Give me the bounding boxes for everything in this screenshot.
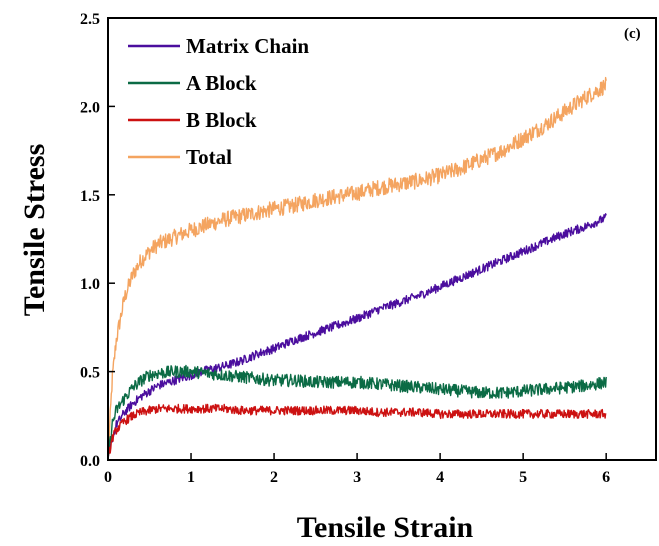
y-tick-label: 0.5 (80, 365, 100, 382)
legend-label: Matrix Chain (186, 34, 309, 58)
series-layer (107, 76, 607, 461)
panel-label: (c) (624, 26, 641, 42)
x-tick-label: 6 (602, 469, 610, 486)
y-tick-label: 2.0 (80, 99, 100, 116)
legend: Matrix Chain A Block B Block Total (128, 34, 309, 169)
series-line-matrix-chain (107, 213, 607, 461)
ticks-layer: 0 1 2 3 4 5 6 0.0 0.5 1.0 1.5 2.0 2.5 (80, 11, 610, 486)
x-tick-label: 3 (353, 469, 361, 486)
x-tick-label: 5 (519, 469, 527, 486)
x-tick-label: 4 (436, 469, 444, 486)
y-tick-label: 1.5 (80, 188, 100, 205)
plot-frame (107, 17, 657, 461)
legend-label: A Block (186, 71, 257, 95)
y-tick-label: 0.0 (80, 453, 100, 470)
series-line-b-block (107, 403, 607, 461)
x-tick-label: 0 (104, 469, 112, 486)
y-tick-label: 2.5 (80, 11, 100, 28)
legend-label: B Block (186, 108, 257, 132)
y-axis-title: Tensile Stress (18, 144, 51, 317)
x-axis-title: Tensile Strain (297, 511, 474, 544)
legend-label: Total (186, 145, 232, 169)
series-line-total (107, 76, 607, 461)
y-tick-label: 1.0 (80, 276, 100, 293)
x-tick-label: 2 (270, 469, 278, 486)
series-line-a-block (107, 364, 607, 461)
x-tick-label: 1 (187, 469, 195, 486)
